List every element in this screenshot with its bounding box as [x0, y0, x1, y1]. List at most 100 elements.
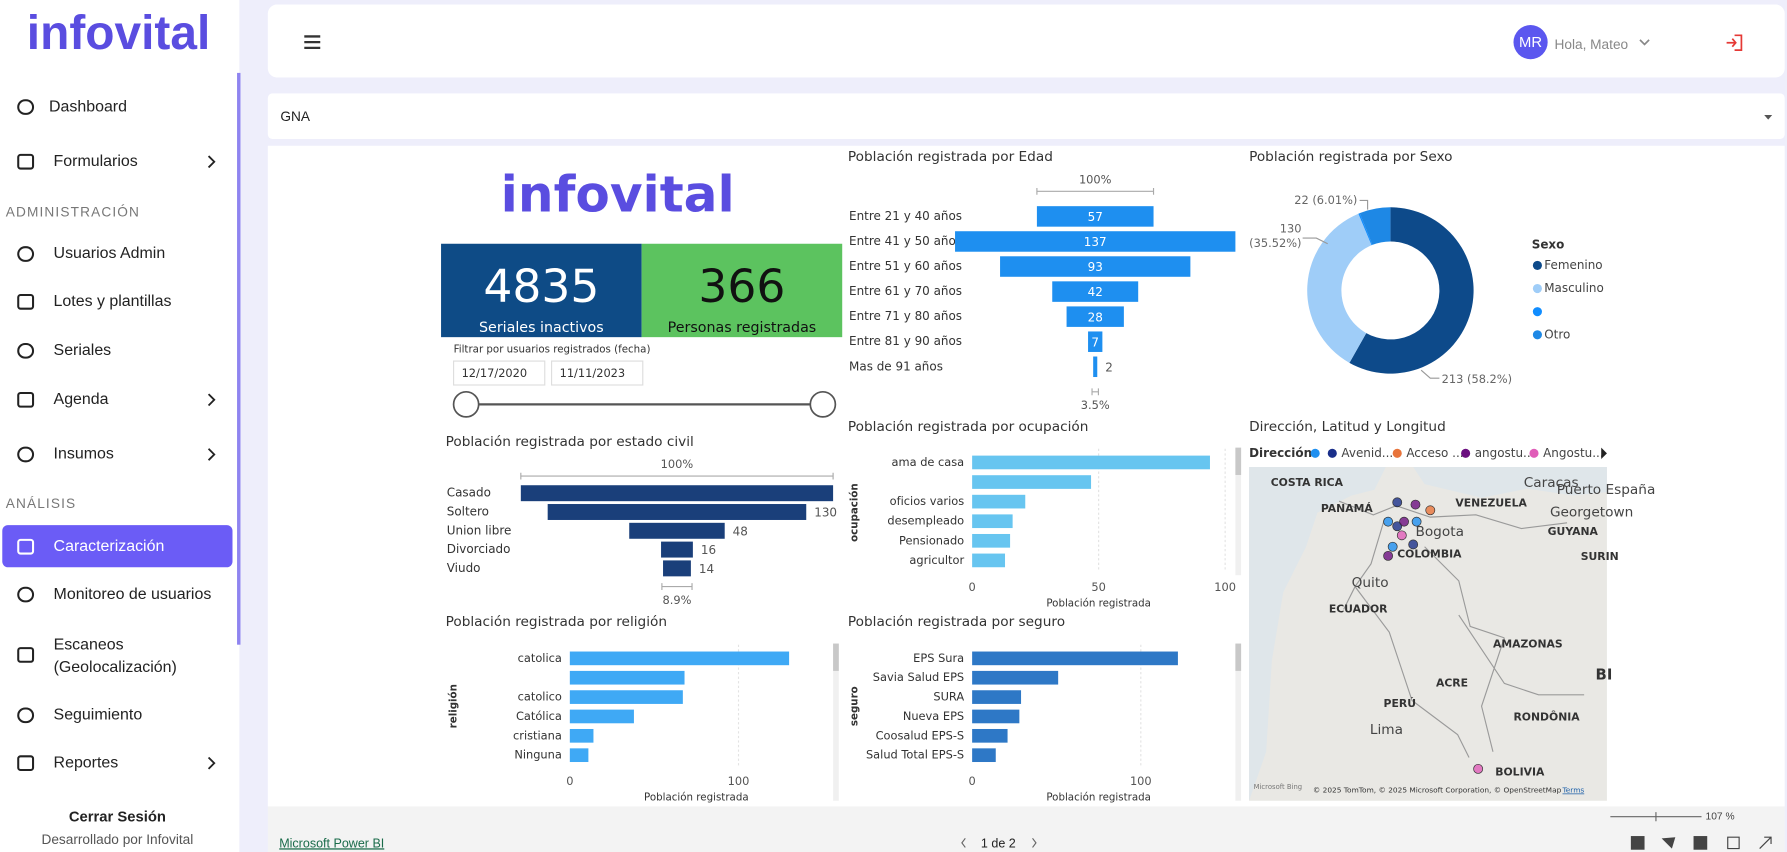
- category-label: Entre 71 y 80 años: [849, 309, 962, 323]
- linkedin-icon[interactable]: [1693, 836, 1708, 850]
- slider-handle[interactable]: [452, 390, 480, 418]
- avatar[interactable]: [1513, 25, 1548, 60]
- category-label: Entre 41 y 50 años: [849, 234, 962, 248]
- x-tick-label: 0: [969, 774, 976, 788]
- data-label: 48: [733, 524, 748, 538]
- map-attribution: © 2025 TomTom, © 2025 Microsoft Corporat…: [1313, 785, 1562, 794]
- scrollbar-thumb[interactable]: [833, 643, 839, 671]
- map-point[interactable]: [1408, 539, 1419, 550]
- zoom-slider[interactable]: [1610, 812, 1702, 822]
- menu-button[interactable]: [304, 35, 321, 49]
- scrollbar-thumb[interactable]: [1235, 643, 1242, 671]
- legend-label: Otro: [1544, 327, 1570, 341]
- x-tick-label: 100: [728, 774, 750, 788]
- powerbi-link[interactable]: Microsoft Power BI: [279, 836, 384, 850]
- nav-icon: [17, 391, 35, 408]
- nav-active-bg: [2, 525, 233, 568]
- nav-item[interactable]: Formularios: [17, 153, 216, 170]
- category-label: Entre 61 y 70 años: [849, 284, 962, 298]
- map-label: Georgetown: [1550, 505, 1633, 521]
- nav-item[interactable]: Caracterización: [2, 525, 233, 568]
- data-label: 57: [1088, 210, 1103, 224]
- nav-item[interactable]: Usuarios Admin: [17, 245, 166, 262]
- legend-title: Dirección: [1249, 446, 1312, 460]
- category-label: desempleado: [887, 514, 964, 528]
- nav-item[interactable]: Monitoreo de usuarios: [17, 586, 211, 603]
- nav-icon: [17, 647, 35, 663]
- map-point[interactable]: [1473, 763, 1484, 774]
- nav-chevron: [207, 393, 216, 407]
- map-point[interactable]: [1392, 521, 1403, 532]
- bar: [569, 651, 790, 666]
- bar: [972, 514, 1013, 529]
- legend-next[interactable]: [1601, 447, 1607, 460]
- category-label: Ninguna: [514, 748, 562, 762]
- share-icon[interactable]: [1727, 836, 1740, 850]
- map-label: VENEZUELA: [1455, 496, 1527, 509]
- legend-dot: [1532, 283, 1542, 294]
- chart-title: Población registrada por ocupación: [848, 419, 1089, 435]
- map-point[interactable]: [1396, 530, 1407, 541]
- nav-item[interactable]: Dashboard: [17, 98, 127, 115]
- map-point[interactable]: [1410, 499, 1421, 510]
- nav-item[interactable]: Reportes: [17, 754, 216, 771]
- map-label: Caracas: [1524, 475, 1579, 491]
- twitter-icon[interactable]: [1661, 837, 1676, 849]
- map-label: COSTA RICA: [1271, 476, 1344, 489]
- nav-item[interactable]: Seguimiento: [17, 707, 142, 724]
- funnel-bracket: [520, 472, 834, 480]
- funnel-bar: [1093, 356, 1098, 378]
- fullscreen-icon[interactable]: [1759, 836, 1772, 849]
- nav-label: Formularios: [54, 153, 138, 170]
- scrollbar-track: [1235, 447, 1242, 576]
- page-arrows[interactable]: [961, 837, 1037, 848]
- category-label: catolico: [518, 690, 562, 704]
- header-card: [267, 4, 1785, 78]
- section-heading: ADMINISTRACIÓN: [6, 205, 140, 220]
- logout[interactable]: Cerrar Sesión: [69, 810, 166, 826]
- nav-item[interactable]: Insumos: [17, 446, 216, 463]
- bar: [972, 455, 1210, 470]
- greeting[interactable]: Hola, Mateo: [1555, 37, 1629, 52]
- legend-title: Sexo: [1532, 237, 1565, 251]
- slider-handle[interactable]: [809, 390, 837, 418]
- map-point[interactable]: [1392, 497, 1403, 508]
- nav-item[interactable]: Seriales: [17, 342, 111, 359]
- scrollbar-track: [833, 643, 839, 801]
- nav-item[interactable]: Lotes y plantillas: [17, 293, 171, 310]
- chart-title: Dirección, Latitud y Longitud: [1249, 419, 1446, 435]
- end-date-box[interactable]: [551, 360, 644, 386]
- map-label: RONDÔNIA: [1513, 711, 1580, 724]
- map-point[interactable]: [1383, 550, 1394, 561]
- start-date-box[interactable]: [453, 360, 546, 386]
- bar: [972, 670, 1059, 685]
- nav-label: Usuarios Admin: [54, 245, 166, 262]
- nav-item[interactable]: Agenda: [17, 391, 216, 408]
- kpi-value: 366: [698, 260, 785, 313]
- scrollbar-thumb[interactable]: [1235, 447, 1242, 475]
- legend-dot: [1392, 448, 1402, 458]
- map-label: BOLIVIA: [1495, 765, 1545, 778]
- map-point[interactable]: [1387, 541, 1398, 552]
- funnel-bar: [629, 522, 725, 539]
- funnel-top-label: 100%: [1079, 172, 1112, 186]
- nav-label: Insumos: [54, 446, 114, 463]
- facebook-icon[interactable]: [1630, 836, 1645, 850]
- bar: [569, 670, 685, 685]
- nav-label: Caracterización: [54, 538, 165, 555]
- nav-item[interactable]: Escaneos (Geolocalización): [17, 632, 201, 682]
- map-point[interactable]: [1425, 505, 1436, 516]
- map-point[interactable]: [1383, 516, 1394, 527]
- date-filter-label: Filtrar por usuarios registrados (fecha): [454, 344, 651, 356]
- funnel-bar: [661, 541, 693, 558]
- chart-title: Población registrada por seguro: [848, 614, 1065, 630]
- x-tick-label: 0: [969, 580, 976, 594]
- map-point[interactable]: [1411, 516, 1422, 527]
- filter-card[interactable]: [267, 93, 1785, 139]
- legend-label: Acceso ...: [1406, 446, 1463, 460]
- logout-icon[interactable]: [1726, 34, 1743, 51]
- nav-icon: [17, 342, 35, 359]
- category-label: Nueva EPS: [903, 709, 964, 723]
- map-point[interactable]: [1399, 516, 1409, 527]
- share-icons[interactable]: [1630, 836, 1772, 850]
